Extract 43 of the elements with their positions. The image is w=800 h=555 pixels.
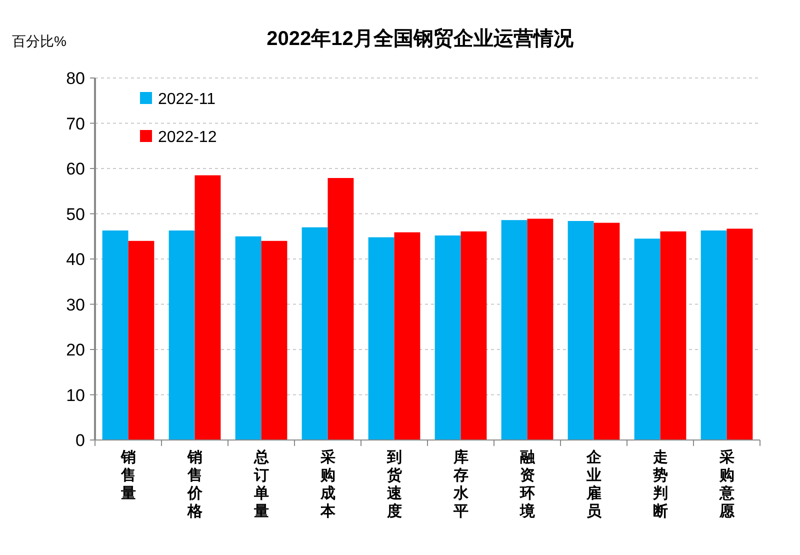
legend-label: 2022-11 xyxy=(158,91,216,108)
bar xyxy=(460,231,487,440)
bar xyxy=(660,231,686,440)
bar xyxy=(700,230,727,440)
bar xyxy=(328,178,354,440)
x-tick-label: 总订单量 xyxy=(252,449,269,520)
bar xyxy=(368,237,394,440)
bar xyxy=(594,222,620,440)
y-axis-title: 百分比% xyxy=(12,33,66,49)
y-tick-label: 20 xyxy=(66,340,85,360)
bar xyxy=(726,228,753,440)
bar xyxy=(434,235,461,440)
bar xyxy=(527,218,554,440)
y-tick-label: 70 xyxy=(66,114,85,134)
bar xyxy=(235,236,262,440)
y-tick-label: 60 xyxy=(66,160,85,178)
bar xyxy=(501,220,528,440)
y-tick-label: 0 xyxy=(76,431,85,450)
chart-title: 2022年12月全国钢贸企业运营情况 xyxy=(266,27,574,50)
y-tick-label: 40 xyxy=(66,250,85,269)
legend-label: 2022-12 xyxy=(158,129,217,146)
bar xyxy=(634,238,660,440)
bar xyxy=(168,230,195,440)
bar xyxy=(302,227,328,440)
bar xyxy=(568,220,594,440)
y-tick-label: 80 xyxy=(66,69,85,88)
x-tick-label: 到货速度 xyxy=(386,449,403,520)
bar xyxy=(394,232,420,440)
bar xyxy=(261,240,288,440)
y-tick-label: 10 xyxy=(66,386,85,405)
bar xyxy=(194,175,221,440)
x-tick-label: 走势判断 xyxy=(652,449,668,520)
y-tick-label: 50 xyxy=(66,204,85,224)
x-tick-label: 融资环境 xyxy=(518,449,536,520)
x-tick-label: 销售量 xyxy=(120,449,136,502)
x-tick-label: 采购意愿 xyxy=(718,449,736,520)
x-tick-label: 企业雇员 xyxy=(585,449,602,520)
x-tick-label: 库存水平 xyxy=(452,448,470,520)
bar xyxy=(102,230,128,440)
bar xyxy=(128,240,154,440)
x-tick-label: 采购成本 xyxy=(319,449,336,520)
y-tick-label: 30 xyxy=(66,295,85,314)
x-tick-label: 销售价格 xyxy=(186,449,204,520)
